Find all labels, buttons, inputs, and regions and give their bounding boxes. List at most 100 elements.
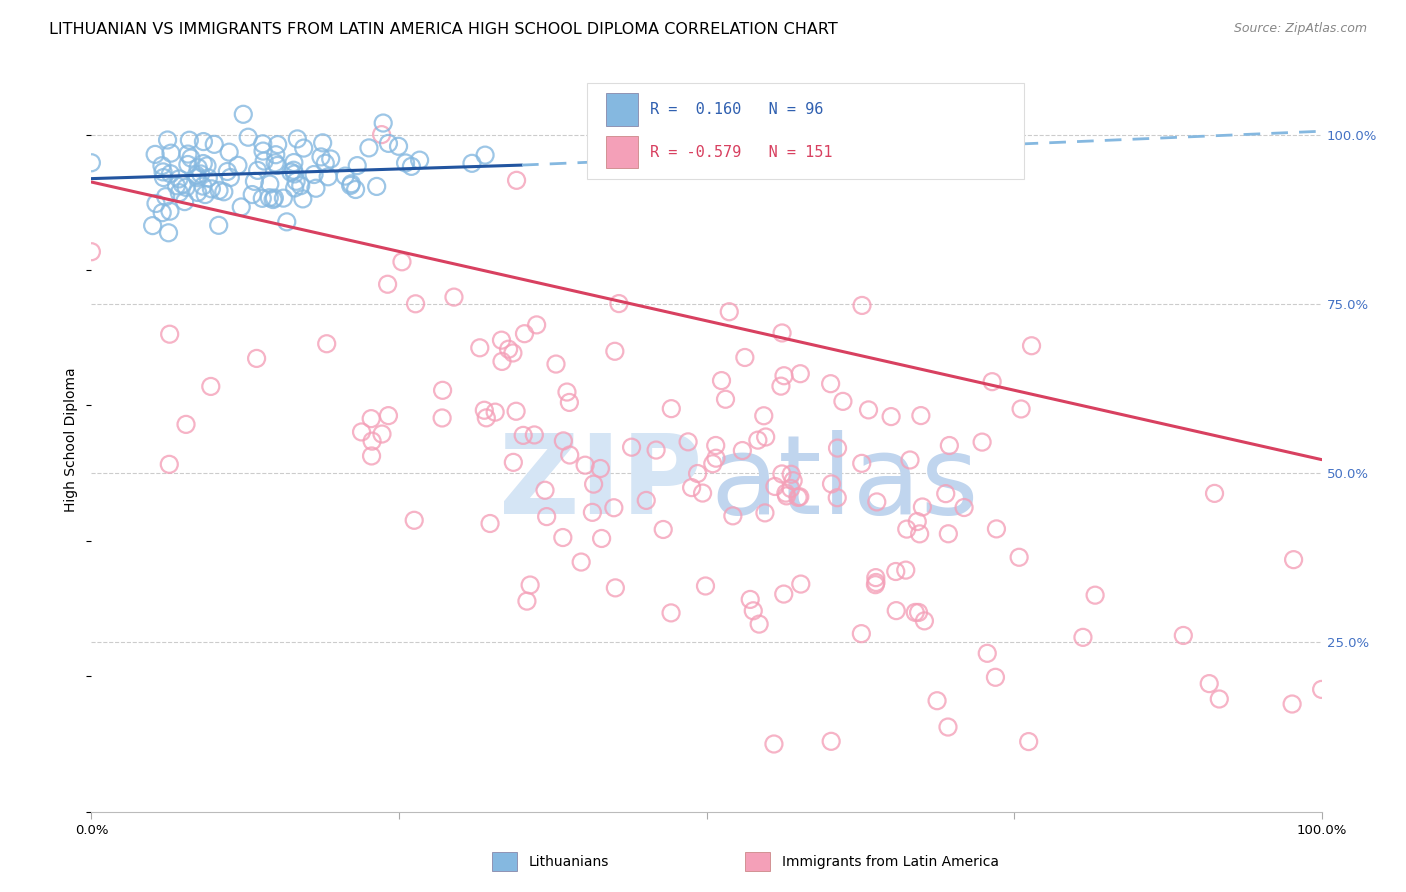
Point <box>219 170 242 185</box>
Point <box>1204 486 1226 500</box>
Point <box>264 147 287 161</box>
Point <box>790 577 813 591</box>
Point <box>404 513 426 527</box>
Point <box>898 453 921 467</box>
Point <box>762 737 785 751</box>
Point <box>373 116 395 130</box>
Point <box>925 694 948 708</box>
Point <box>284 167 307 181</box>
Point <box>825 491 848 505</box>
Point <box>319 152 342 166</box>
Point <box>290 178 312 193</box>
Point <box>820 476 842 491</box>
Point <box>770 467 793 481</box>
Point <box>316 169 339 184</box>
Point <box>775 489 797 503</box>
Point <box>200 182 222 196</box>
Point <box>152 170 174 185</box>
Point <box>607 296 630 310</box>
Point <box>769 379 792 393</box>
FancyBboxPatch shape <box>606 136 637 169</box>
Text: R =  0.160   N = 96: R = 0.160 N = 96 <box>650 103 824 118</box>
Point <box>174 417 197 432</box>
Point <box>789 490 811 504</box>
Point <box>907 606 929 620</box>
Point <box>152 165 174 179</box>
Point <box>721 508 744 523</box>
Point <box>194 187 217 202</box>
Point <box>676 434 699 449</box>
Point <box>232 107 254 121</box>
Point <box>851 298 873 312</box>
Point <box>789 367 811 381</box>
Point <box>981 375 1004 389</box>
Point <box>291 192 314 206</box>
Point <box>361 434 384 449</box>
Point <box>681 481 703 495</box>
Point <box>246 163 269 178</box>
Point <box>212 185 235 199</box>
Point <box>714 392 737 407</box>
Point <box>865 571 887 585</box>
Point <box>775 486 797 500</box>
FancyBboxPatch shape <box>588 83 1024 178</box>
Point <box>283 155 305 169</box>
Point <box>195 159 218 173</box>
Point <box>502 455 524 469</box>
Point <box>311 136 333 150</box>
Point <box>659 401 682 416</box>
Point <box>558 395 581 409</box>
Point <box>645 443 668 458</box>
Point <box>305 181 328 195</box>
Point <box>544 357 567 371</box>
Point <box>710 374 733 388</box>
Point <box>401 160 423 174</box>
Point <box>262 193 284 207</box>
Point <box>405 297 427 311</box>
Point <box>177 147 200 161</box>
Text: LITHUANIAN VS IMMIGRANTS FROM LATIN AMERICA HIGH SCHOOL DIPLOMA CORRELATION CHAR: LITHUANIAN VS IMMIGRANTS FROM LATIN AMER… <box>49 22 838 37</box>
Point <box>752 409 775 423</box>
Point <box>243 174 266 188</box>
Point <box>865 575 887 590</box>
Point <box>938 438 960 452</box>
Point <box>1281 697 1303 711</box>
Point <box>820 376 842 391</box>
Point <box>157 226 180 240</box>
Point <box>285 174 308 188</box>
Point <box>340 177 363 191</box>
Point <box>1282 552 1305 566</box>
Point <box>377 409 399 423</box>
Point <box>292 141 315 155</box>
Point <box>208 183 231 197</box>
Point <box>80 244 103 259</box>
Point <box>953 500 976 515</box>
Point <box>718 304 741 318</box>
Point <box>519 578 541 592</box>
Point <box>371 427 394 442</box>
Point <box>686 467 709 481</box>
Point <box>315 336 337 351</box>
Point <box>742 604 765 618</box>
Point <box>1018 734 1040 748</box>
Point <box>513 326 536 341</box>
Point <box>984 670 1007 684</box>
Point <box>186 168 208 182</box>
Point <box>553 434 575 448</box>
Point <box>986 522 1008 536</box>
Point <box>704 451 727 466</box>
Point <box>150 205 173 219</box>
Point <box>516 594 538 608</box>
Point <box>910 409 932 423</box>
Point <box>534 483 557 498</box>
Point <box>747 433 769 447</box>
Point <box>173 194 195 209</box>
Point <box>160 146 183 161</box>
Point <box>820 734 842 748</box>
Point <box>620 440 643 454</box>
Point <box>142 219 165 233</box>
Point <box>193 156 215 170</box>
Point <box>246 351 269 366</box>
Point <box>692 486 714 500</box>
Point <box>193 135 215 149</box>
